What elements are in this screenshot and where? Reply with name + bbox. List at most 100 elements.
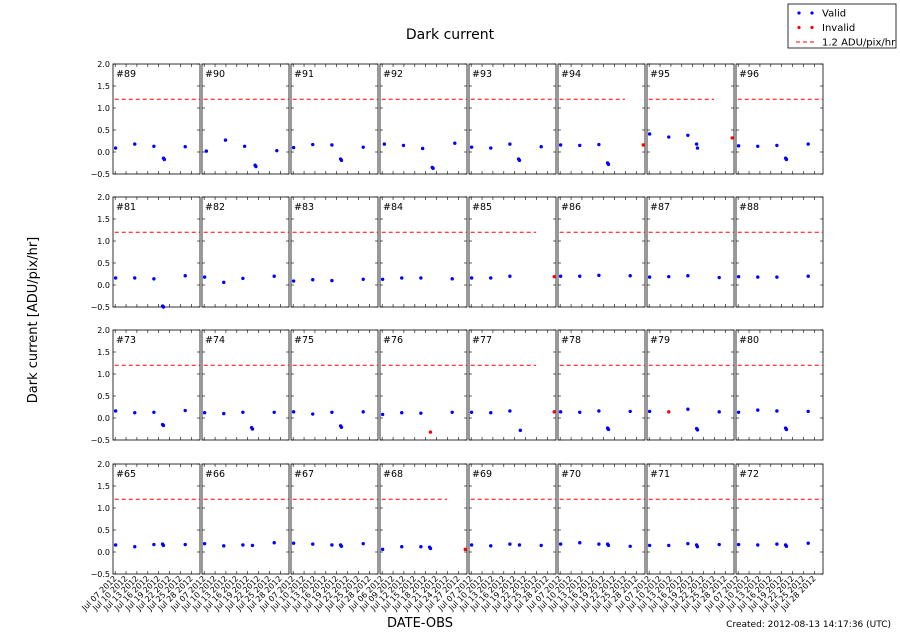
legend-label: Valid	[822, 9, 846, 20]
legend-label: Invalid	[822, 23, 855, 34]
panel: #76	[379, 329, 468, 441]
panel-label: #78	[561, 335, 581, 346]
valid-point	[339, 158, 344, 163]
y-tick-label: 1.0	[97, 237, 110, 246]
panel: #94	[557, 63, 646, 175]
panel-label: #94	[561, 69, 581, 80]
valid-point	[380, 277, 385, 281]
valid-point	[428, 546, 433, 551]
panel: 2.0 1.5 1.0 0.5 0.0 −0.5 #89	[91, 60, 201, 179]
valid-point	[361, 410, 365, 414]
y-tick-label: 1.5	[97, 482, 110, 491]
valid-point	[647, 275, 652, 279]
valid-point	[291, 145, 296, 150]
y-tick-label: −0.5	[91, 436, 110, 445]
panel-frame	[468, 463, 557, 575]
valid-point	[361, 145, 365, 149]
invalid-point	[552, 274, 556, 279]
panel-frame	[557, 463, 646, 575]
valid-point	[222, 544, 226, 548]
y-tick-label: 1.0	[97, 370, 110, 379]
legend-marker	[810, 11, 814, 15]
valid-point	[578, 541, 582, 545]
valid-point	[152, 410, 156, 414]
panel-label: #93	[472, 69, 492, 80]
valid-point	[775, 542, 779, 546]
y-tick-label: 1.5	[97, 215, 110, 224]
valid-point	[382, 142, 387, 146]
valid-point	[489, 411, 493, 415]
legend-entry: Valid	[797, 9, 846, 20]
valid-point	[161, 305, 166, 309]
panel: #82	[201, 196, 290, 308]
valid-point	[695, 146, 700, 150]
y-tick-label: 0.5	[97, 126, 110, 135]
panel-label: #65	[116, 469, 136, 480]
valid-point	[241, 543, 245, 547]
valid-point	[606, 427, 611, 432]
valid-point	[647, 409, 652, 414]
invalid-point	[730, 136, 734, 140]
valid-point	[330, 410, 334, 414]
valid-point	[775, 409, 779, 413]
valid-point	[578, 274, 582, 278]
panel-label: #68	[383, 469, 403, 480]
valid-point	[736, 542, 741, 547]
valid-point	[508, 409, 512, 413]
valid-point	[223, 138, 228, 142]
valid-point	[241, 410, 245, 414]
invalid-point	[552, 410, 556, 414]
legend: Valid Invalid 1.2 ADU/pix/hr	[787, 3, 897, 49]
panel: #95	[646, 63, 735, 175]
valid-point	[578, 410, 582, 414]
valid-point	[628, 409, 632, 414]
panel-label: #80	[739, 335, 759, 346]
valid-point	[400, 276, 404, 280]
panel: #84	[379, 196, 468, 308]
valid-point	[806, 541, 810, 545]
y-tick-label: 1.5	[97, 348, 110, 357]
valid-point	[784, 544, 789, 548]
valid-point	[784, 157, 789, 162]
panel: #92	[379, 63, 468, 175]
valid-point	[489, 146, 493, 150]
valid-point	[647, 132, 652, 136]
panel-label: #85	[472, 202, 492, 213]
panel-frame	[379, 329, 468, 441]
panel: #85	[468, 196, 557, 308]
y-tick-label: 2.0	[97, 193, 110, 202]
panel: #91	[290, 63, 379, 175]
valid-point	[419, 411, 423, 415]
panel-label: #73	[116, 335, 136, 346]
panel-frame	[468, 196, 557, 308]
panel-frame	[646, 463, 735, 575]
valid-point	[717, 542, 721, 547]
valid-point	[330, 278, 334, 283]
panel-frame	[290, 196, 379, 308]
valid-point	[113, 146, 118, 150]
legend-entry: 1.2 ADU/pix/hr	[796, 38, 896, 49]
valid-point	[558, 542, 563, 546]
panel-frame	[735, 196, 824, 308]
panel-frame	[290, 329, 379, 441]
panel: #90	[201, 63, 290, 175]
panel-frame	[112, 196, 201, 308]
panel-label: #74	[205, 335, 225, 346]
valid-point	[628, 544, 632, 548]
chart-title: Dark current	[406, 27, 495, 43]
x-axis-label: DATE-OBS	[387, 616, 453, 631]
valid-point	[756, 144, 760, 148]
y-tick-label: 2.0	[97, 60, 110, 69]
valid-point	[311, 278, 315, 282]
y-tick-label: −0.5	[91, 170, 110, 179]
valid-point	[558, 274, 563, 278]
y-tick-label: 0.5	[97, 392, 110, 401]
valid-point	[489, 276, 493, 280]
valid-point	[419, 545, 423, 549]
panel: #96	[735, 63, 824, 175]
valid-point	[756, 408, 760, 412]
